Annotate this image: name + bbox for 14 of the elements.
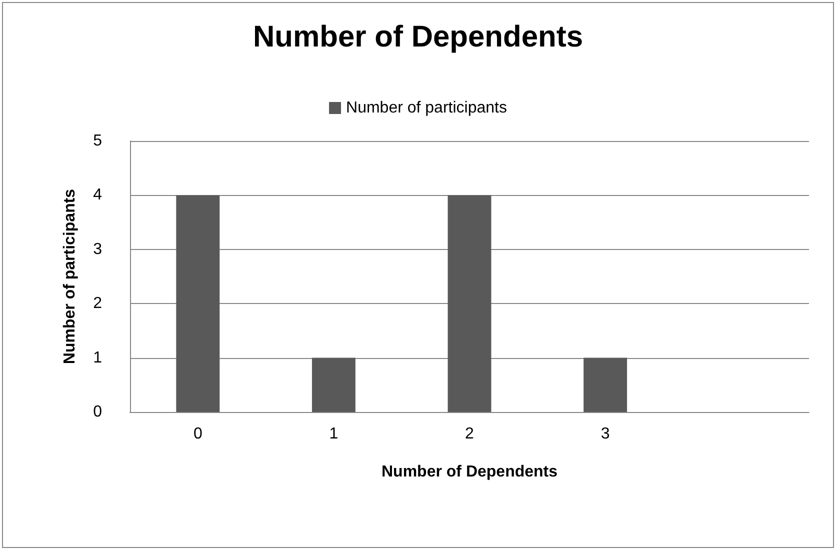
x-tick-label: 0 [193,426,202,442]
legend-label: Number of participants [346,100,507,116]
x-tick-label: 2 [465,426,474,442]
y-tick-label: 2 [93,295,102,312]
x-tick-label: 3 [600,426,610,442]
y-tick-label: 3 [93,240,102,258]
x-tick-label: 1 [329,426,338,442]
y-axis-title: Number of participants [62,188,78,364]
y-tick-label: 0 [93,404,102,420]
y-tick-label: 4 [93,186,102,204]
x-axis-title: Number of Dependents [381,464,558,480]
chart-title: Number of Dependents [252,20,584,54]
y-tick-label: 1 [93,349,102,366]
y-tick-label: 5 [93,132,102,150]
